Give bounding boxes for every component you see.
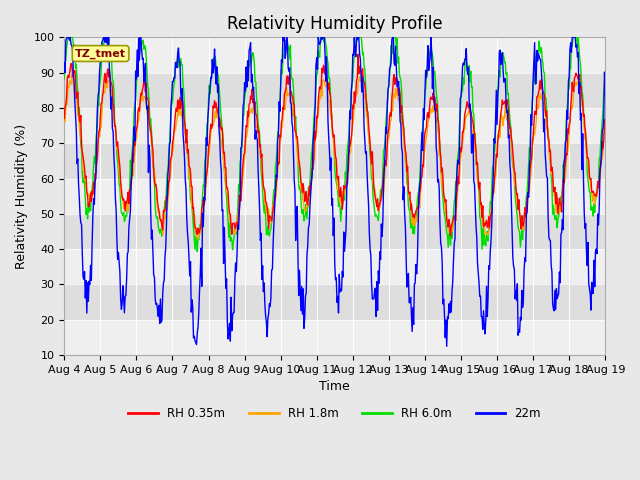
Bar — [64, 72, 605, 108]
Y-axis label: Relativity Humidity (%): Relativity Humidity (%) — [15, 124, 28, 269]
Bar — [64, 179, 605, 214]
Bar — [64, 249, 605, 285]
Legend: RH 0.35m, RH 1.8m, RH 6.0m, 22m: RH 0.35m, RH 1.8m, RH 6.0m, 22m — [124, 402, 546, 425]
Bar — [64, 108, 605, 143]
Title: Relativity Humidity Profile: Relativity Humidity Profile — [227, 15, 443, 33]
Bar — [64, 143, 605, 179]
Text: TZ_tmet: TZ_tmet — [75, 48, 126, 59]
X-axis label: Time: Time — [319, 380, 350, 393]
Bar — [64, 320, 605, 355]
Bar — [64, 214, 605, 249]
Bar — [64, 285, 605, 320]
Bar — [64, 37, 605, 72]
